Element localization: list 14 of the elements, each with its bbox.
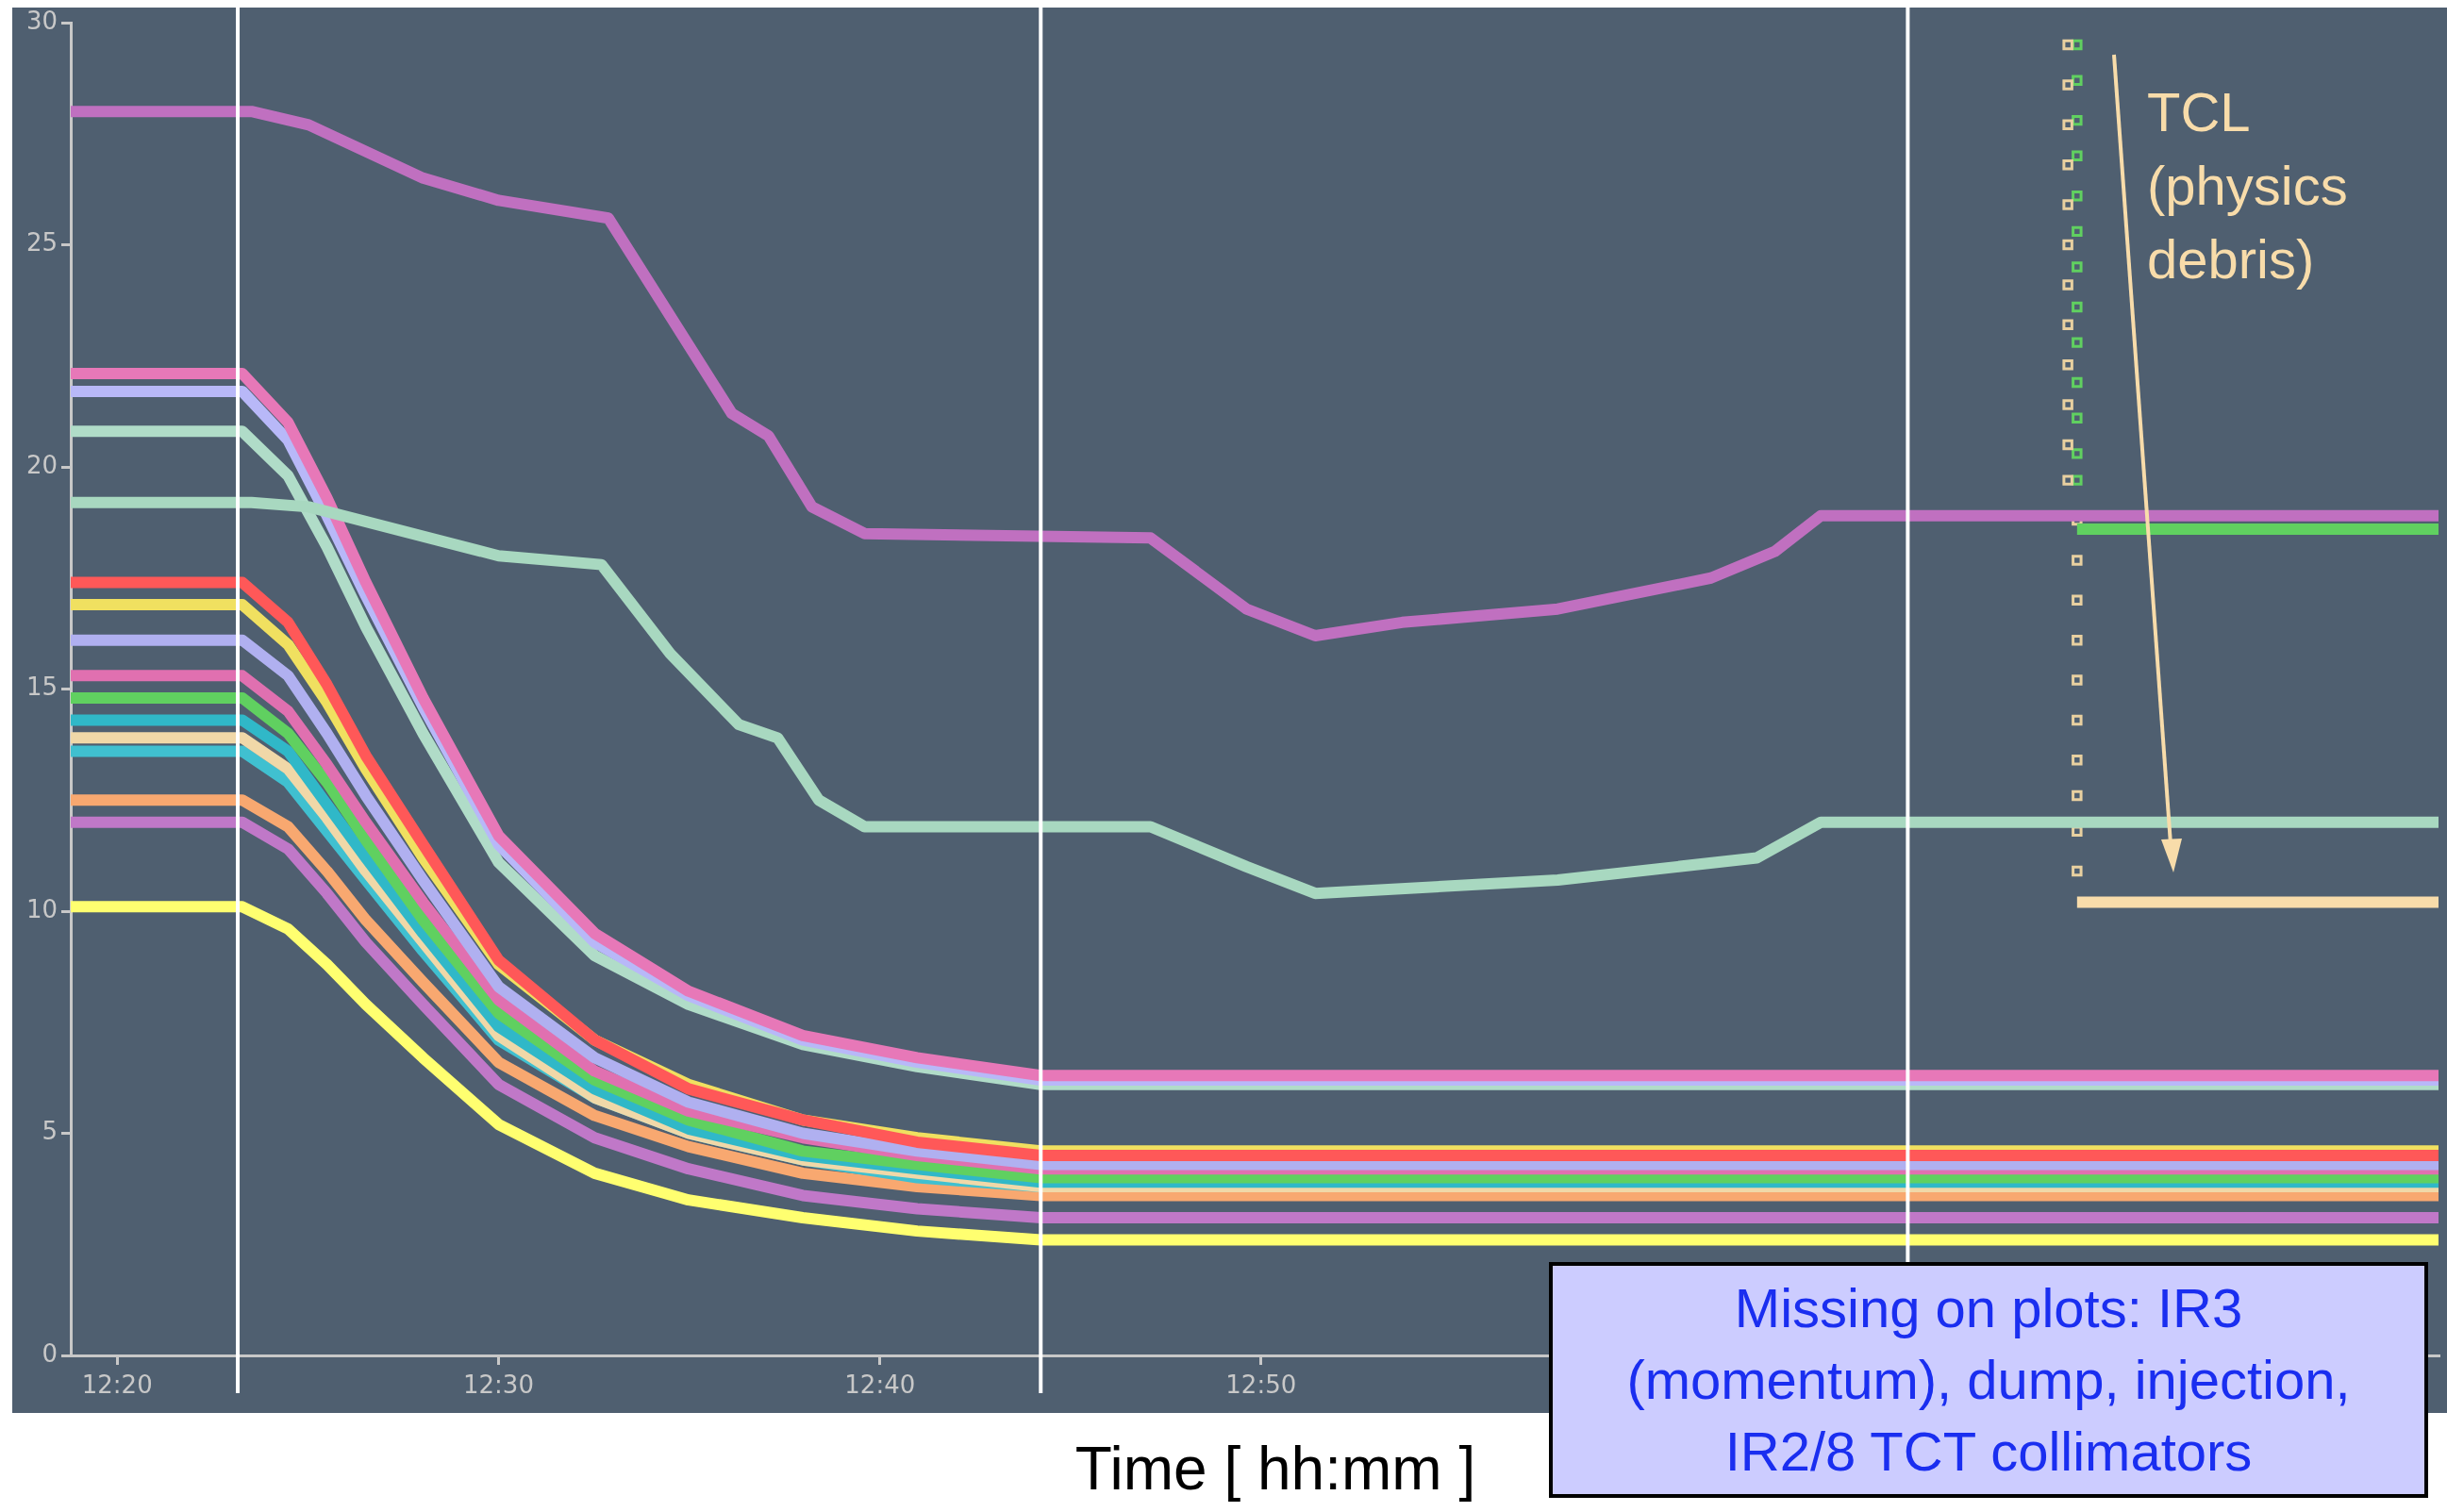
y-tick-label: 5 xyxy=(42,1117,58,1146)
y-tick-label: 20 xyxy=(25,450,58,479)
x-axis-title: Time [ hh:mm ] xyxy=(1074,1435,1476,1503)
annotation: TCL (physics debris) xyxy=(2147,80,2349,291)
y-tick-label: 25 xyxy=(25,228,58,258)
x-tick-label: 12:30 xyxy=(463,1371,534,1400)
y-tick-label: 0 xyxy=(42,1338,58,1368)
x-tick-label: 12:40 xyxy=(844,1371,916,1400)
x-tick-label: 12:50 xyxy=(1225,1371,1297,1400)
y-tick-label: 30 xyxy=(25,6,58,35)
y-tick-label: 10 xyxy=(25,894,58,923)
y-tick-label: 15 xyxy=(25,673,58,702)
annotation: Missing on plots: IR3 (momentum), dump, injection, IR2/8 TCT collimators xyxy=(1549,1262,2428,1498)
x-tick-label: 12:20 xyxy=(81,1371,153,1400)
